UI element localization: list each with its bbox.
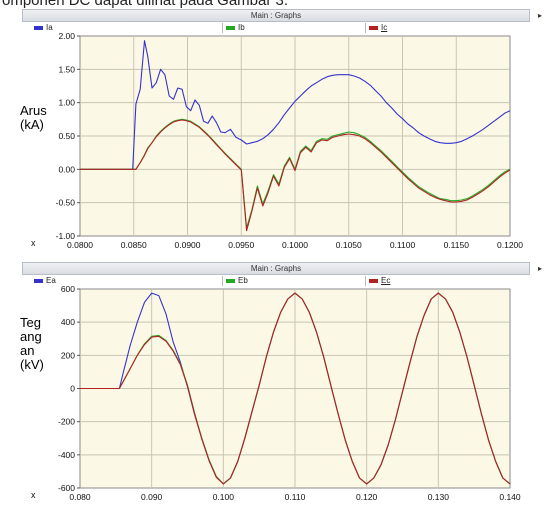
x-axis-symbol: x bbox=[31, 490, 36, 500]
x-tick-label: 0.0800 bbox=[67, 240, 93, 250]
y-tick-label: 200 bbox=[61, 350, 75, 360]
voltage-chart[interactable]: 0.080 0.090 0.100 0.110 0.120 0.130 0.140 x 600 4… bbox=[0, 262, 548, 506]
x-tick-label: 0.1150 bbox=[444, 240, 470, 250]
x-tick-label: 0.090 bbox=[141, 492, 163, 502]
y-axis-label-line: (kV) bbox=[20, 357, 44, 372]
caption-text: omponen DC dapat dilihat pada Gambar 3. bbox=[0, 0, 548, 8]
series-line-ia bbox=[80, 40, 511, 170]
x-tick-label: 0.080 bbox=[69, 492, 91, 502]
legend-divider bbox=[222, 276, 223, 286]
y-tick-label: -0.50 bbox=[56, 198, 76, 208]
y-tick-label: 400 bbox=[61, 317, 75, 327]
x-tick-label: 0.0900 bbox=[175, 240, 201, 250]
x-tick-label: 0.1200 bbox=[497, 240, 523, 250]
legend: Ea Eb Ec bbox=[22, 275, 530, 287]
legend-swatch-icon bbox=[34, 25, 43, 30]
current-graph-panel: Main : Graphs ▸ Ia Ib Ic 0.0800 0.0850 0.0… bbox=[0, 9, 548, 251]
y-tick-label: 0.00 bbox=[58, 164, 75, 174]
x-tick-label: 0.0850 bbox=[121, 240, 147, 250]
series-line-ec bbox=[80, 292, 511, 485]
y-axis-label-line: (kA) bbox=[20, 117, 44, 132]
panel-menu-arrow-icon[interactable]: ▸ bbox=[538, 11, 543, 20]
x-tick-label: 0.0950 bbox=[228, 240, 254, 250]
y-tick-label: -200 bbox=[58, 417, 75, 427]
y-tick-label: -600 bbox=[58, 483, 75, 493]
y-tick-label: 1.50 bbox=[58, 64, 75, 74]
legend-label: Ib bbox=[238, 23, 245, 32]
legend-label: Eb bbox=[238, 276, 248, 285]
x-tick-label: 0.130 bbox=[428, 492, 450, 502]
y-axis-label-line: ang bbox=[20, 329, 42, 344]
y-axis-label-line: an bbox=[20, 343, 35, 358]
legend-label: Ic bbox=[381, 23, 388, 32]
y-axis-label-line: Arus bbox=[20, 103, 47, 118]
legend-item-eb[interactable]: Eb bbox=[226, 275, 248, 287]
legend-item-ic[interactable]: Ic bbox=[369, 22, 387, 34]
y-tick-label: 2.00 bbox=[58, 31, 75, 41]
x-tick-label: 0.140 bbox=[499, 492, 521, 502]
graph-panel-header: Main : Graphs bbox=[22, 262, 530, 275]
legend-item-ea[interactable]: Ea bbox=[34, 275, 56, 287]
legend-item-ia[interactable]: Ia bbox=[34, 22, 53, 34]
legend-divider bbox=[365, 23, 366, 33]
x-tick-label: 0.100 bbox=[213, 492, 235, 502]
legend-swatch-icon bbox=[226, 25, 235, 30]
x-tick-label: 0.120 bbox=[356, 492, 378, 502]
x-tick-label: 0.110 bbox=[285, 492, 306, 502]
legend-divider bbox=[222, 23, 223, 33]
y-axis-label: Arus (kA) bbox=[20, 104, 47, 132]
y-axis-label-line: Teg bbox=[20, 315, 41, 330]
legend-label: Ec bbox=[381, 276, 391, 285]
y-tick-label: 0.50 bbox=[58, 131, 75, 141]
y-tick-label: -1.00 bbox=[56, 231, 76, 241]
current-chart[interactable]: 0.0800 0.0850 0.0900 0.0950 0.1000 0.1050 0.11… bbox=[0, 9, 548, 251]
series-line-ib bbox=[80, 118, 511, 229]
y-tick-label: 600 bbox=[61, 284, 75, 294]
y-tick-label: 0 bbox=[70, 384, 75, 394]
x-tick-label: 0.1050 bbox=[336, 240, 362, 250]
y-axis-label: Teg ang an (kV) bbox=[20, 316, 44, 372]
legend-item-ib[interactable]: Ib bbox=[226, 22, 245, 34]
y-tick-label: 1.00 bbox=[58, 98, 75, 108]
y-tick-label: -400 bbox=[58, 450, 75, 460]
legend: Ia Ib Ic bbox=[22, 22, 530, 34]
series-line-ic bbox=[80, 119, 511, 232]
legend-label: Ea bbox=[46, 276, 56, 285]
x-tick-label: 0.1000 bbox=[282, 240, 308, 250]
legend-divider bbox=[365, 276, 366, 286]
panel-menu-arrow-icon[interactable]: ▸ bbox=[538, 264, 543, 273]
legend-swatch-icon bbox=[369, 25, 378, 30]
x-tick-label: 0.1100 bbox=[390, 240, 416, 250]
voltage-graph-panel: Main : Graphs ▸ Ea Eb Ec 0.080 0.090 0.100… bbox=[0, 262, 548, 506]
x-axis-symbol: x bbox=[31, 238, 36, 248]
graph-panel-header: Main : Graphs bbox=[22, 9, 530, 22]
legend-label: Ia bbox=[46, 23, 53, 32]
legend-item-ec[interactable]: Ec bbox=[369, 275, 390, 287]
legend-swatch-icon bbox=[369, 278, 378, 283]
legend-swatch-icon bbox=[34, 278, 43, 283]
legend-swatch-icon bbox=[226, 278, 235, 283]
